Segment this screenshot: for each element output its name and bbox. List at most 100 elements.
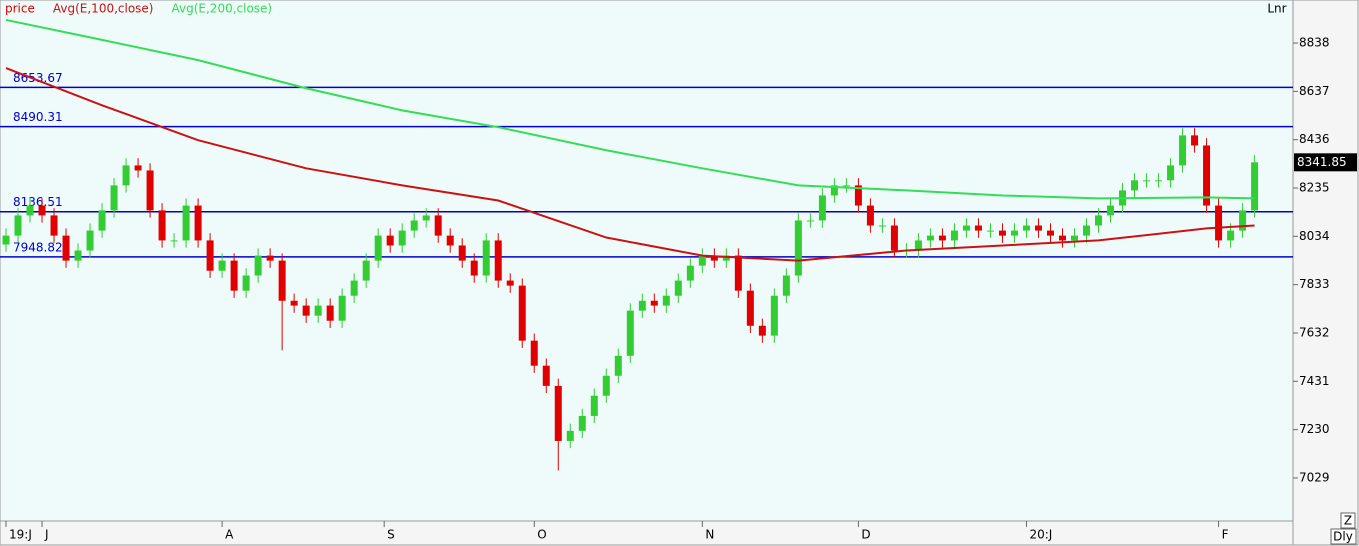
x-axis-strip [0, 520, 1294, 546]
y-tick-label: 8838 [1299, 36, 1330, 50]
x-tick-label: O [537, 528, 546, 542]
moving-average [5, 18, 1255, 200]
candle-body [818, 195, 826, 221]
candle-body [878, 225, 886, 227]
candle-body [38, 205, 46, 216]
candle-body [242, 275, 250, 291]
candle-body [266, 255, 274, 261]
candle-body [890, 225, 898, 251]
candle-body [494, 240, 502, 281]
candle-body [506, 280, 514, 286]
candle-body [866, 205, 874, 226]
candle-body [1070, 235, 1078, 241]
candle-body [806, 220, 814, 222]
candle-body [98, 210, 106, 231]
level-label: 8136.51 [13, 195, 63, 209]
candle-body [1239, 210, 1247, 231]
candle-body [398, 230, 406, 246]
candle-body [1155, 180, 1163, 182]
zoom-label[interactable]: Z [1344, 514, 1352, 528]
candle-body [314, 305, 322, 316]
candle-body [410, 220, 418, 231]
legend-entry: Avg(E,100,close) [53, 2, 154, 16]
candle-body [386, 235, 394, 246]
scale-mode[interactable]: Lnr [1267, 2, 1286, 16]
x-tick-label: D [861, 528, 870, 542]
candle-body [482, 240, 490, 276]
candle-body [938, 235, 946, 241]
candle-body [146, 170, 154, 211]
candle-body [14, 215, 22, 236]
candle-body [542, 365, 550, 386]
candle-body [110, 185, 118, 211]
plot-area [0, 0, 1294, 522]
candle-body [770, 295, 778, 336]
period-button[interactable] [1330, 528, 1357, 545]
candle-body [662, 295, 670, 306]
candle-body [230, 260, 238, 291]
candle-body [50, 215, 58, 236]
candle-body [254, 255, 262, 276]
last-price-box [1294, 153, 1357, 172]
y-tick-label: 7833 [1299, 277, 1330, 291]
candle-body [1203, 145, 1211, 206]
x-tick-label: F [1222, 528, 1229, 542]
candle-body [674, 280, 682, 296]
candle-body [86, 230, 94, 251]
candle-body [338, 295, 346, 321]
candle-body [170, 240, 178, 242]
candle-body [746, 290, 754, 326]
moving-average [5, 67, 1255, 262]
period-label[interactable]: Dly [1333, 530, 1353, 544]
candle-body [758, 325, 766, 336]
candle-body [830, 185, 838, 196]
candle-body [1179, 135, 1187, 166]
candle-body [374, 235, 382, 261]
last-price-label: 8341.85 [1297, 155, 1347, 169]
legend-entry: price [5, 2, 35, 16]
candle-body [530, 340, 538, 366]
candle-body [206, 240, 214, 271]
candle-body [1143, 180, 1151, 182]
candle-body [626, 310, 634, 356]
candle-body [470, 260, 478, 276]
candle-body [278, 260, 286, 301]
candle-body [974, 225, 982, 231]
x-tick-label: N [705, 528, 714, 542]
candle-body [62, 235, 70, 261]
candle-body [638, 300, 646, 311]
x-tick-label: S [387, 528, 395, 542]
candle-body [602, 375, 610, 396]
level-label: 7948.82 [13, 240, 63, 254]
y-tick-label: 8436 [1299, 132, 1330, 146]
candle-body [1251, 162, 1259, 211]
candle-body [926, 235, 934, 241]
candle-body [302, 305, 310, 316]
candle-body [914, 240, 922, 251]
candle-body [182, 205, 190, 241]
candle-body [1010, 230, 1018, 236]
y-tick-label: 7632 [1299, 325, 1330, 339]
candle-body [782, 275, 790, 296]
candle-body [734, 255, 742, 291]
candle-body [290, 300, 298, 306]
candle-body [326, 305, 334, 321]
candle-body [650, 300, 658, 306]
candle-body [446, 235, 454, 246]
candle-body [1095, 215, 1103, 226]
zoom-button[interactable] [1340, 512, 1356, 529]
candle-body [2, 235, 10, 245]
candle-body [590, 395, 598, 416]
candle-body [614, 355, 622, 376]
level-label: 8490.31 [13, 110, 63, 124]
candle-body [26, 205, 34, 216]
candle-body [218, 260, 226, 271]
candle-body [362, 260, 370, 281]
candle-body [578, 415, 586, 431]
y-tick-label: 8235 [1299, 181, 1330, 195]
candle-body [1107, 205, 1115, 216]
candle-body [1022, 225, 1030, 231]
candle-body [458, 245, 466, 261]
y-axis-strip [1292, 0, 1359, 546]
